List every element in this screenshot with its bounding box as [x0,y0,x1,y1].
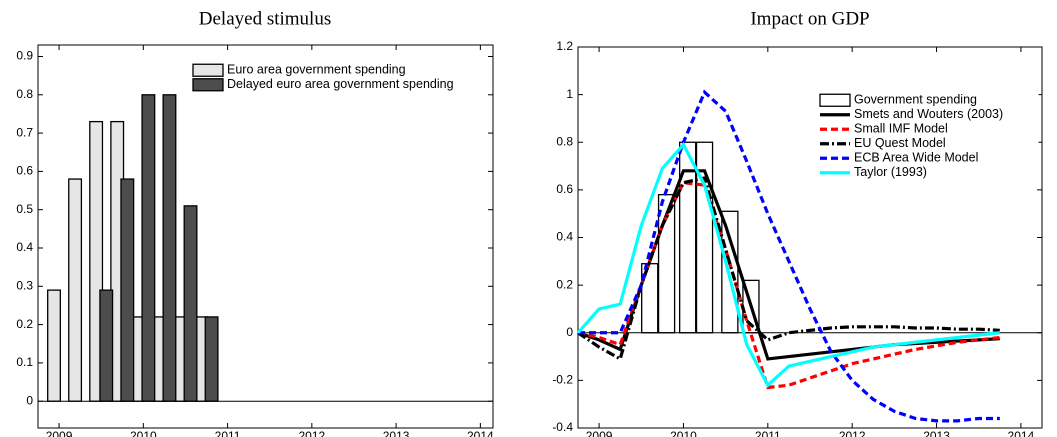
legend-label: Delayed euro area government spending [227,77,454,91]
y-tick-label: 0.6 [556,182,573,196]
chart-title: Impact on GDP [750,8,869,29]
legend-label: Government spending [854,93,977,107]
bar [183,205,198,402]
legend-label: Taylor (1993) [854,165,927,179]
x-tick-label: 2011 [215,429,241,437]
bar [99,289,114,402]
x-tick-label: 2014 [1008,429,1035,437]
line [578,89,1000,423]
y-tick-label: 0 [26,393,33,407]
x-tick-label: 2013 [923,429,950,437]
y-tick-label: 0.7 [16,125,33,139]
x-tick-label: 2012 [839,429,866,437]
x-tick-label: 2011 [755,429,781,437]
y-tick-label: 0.6 [16,164,33,178]
bar [162,94,177,402]
bar [695,141,714,334]
y-tick-label: 0.9 [16,49,33,63]
chart-title: Delayed stimulus [199,8,331,29]
line [577,176,1000,362]
y-tick-label: 0.4 [16,240,33,254]
x-tick-label: 2013 [383,429,410,437]
x-tick-label: 2009 [46,429,73,437]
y-tick-label: 0.8 [16,87,33,101]
y-tick-label: 0.5 [16,202,33,216]
bar [204,316,219,402]
legend-label: EU Quest Model [854,136,946,150]
plot-frame [37,44,494,429]
y-tick-label: 1.2 [556,39,573,53]
line [576,141,1000,388]
x-tick-label: 2012 [298,429,325,437]
y-tick-label: 0.3 [16,278,33,292]
y-tick-label: -0.4 [552,420,573,434]
line [577,181,1000,390]
legend-swatch [192,78,224,92]
x-tick-label: 2010 [130,429,157,437]
y-tick-label: 0.1 [16,355,33,369]
bar [68,178,83,402]
legend-swatch [819,93,851,107]
y-tick-label: 0 [566,325,573,339]
bar [721,210,739,334]
y-tick-label: 0.8 [556,134,573,148]
legend-swatch [192,63,224,77]
bar [47,289,61,402]
bar [141,94,156,402]
legend-label: Smets and Wouters (2003) [854,107,1003,121]
legend-box [815,90,1039,183]
x-tick-label: 2010 [670,429,697,437]
legend-box [189,61,489,94]
y-tick-label: 1 [566,87,573,101]
line [577,169,1000,361]
legend-label: ECB Area Wide Model [854,151,978,165]
y-tick-label: 0.2 [556,277,573,291]
x-tick-label: 2009 [586,429,613,437]
legend-label: Small IMF Model [854,122,948,136]
y-tick-label: 0.4 [556,230,573,244]
bar [120,178,135,402]
legend-label: Euro area government spending [227,63,406,77]
y-tick-label: 0.2 [16,317,33,331]
x-tick-label: 2014 [467,429,494,437]
y-tick-label: -0.2 [552,373,573,387]
bar [679,141,697,334]
